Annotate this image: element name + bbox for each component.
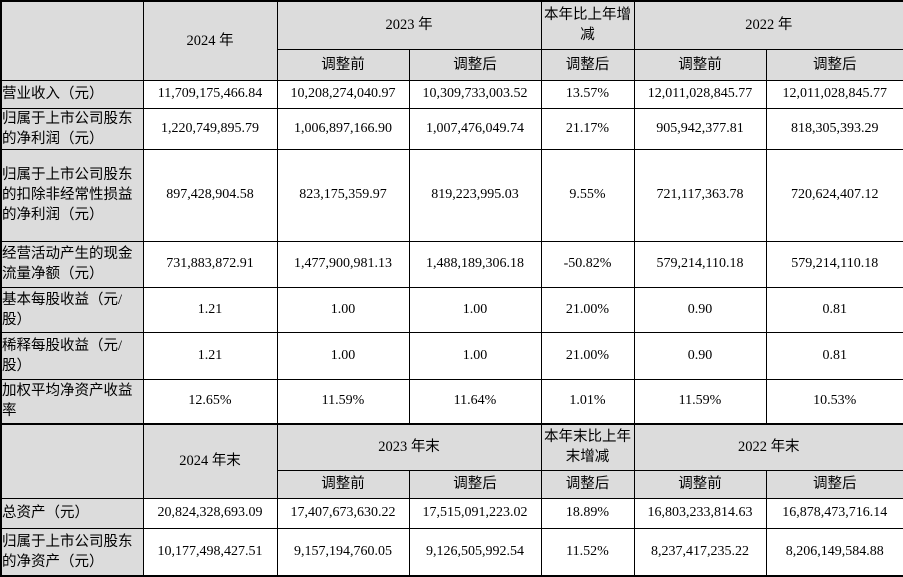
value-cell: 0.81 bbox=[765, 286, 903, 333]
row-label-total-assets: 总资产（元） bbox=[0, 497, 144, 529]
value-cell: 18.89% bbox=[540, 497, 635, 529]
value-cell: 9.55% bbox=[540, 148, 635, 242]
table-row-total-assets: 总资产（元） 20,824,328,693.09 17,407,673,630.… bbox=[0, 497, 903, 529]
header-yoy-change: 本年比上年增减 bbox=[540, 0, 635, 50]
value-cell: 1.21 bbox=[142, 286, 278, 333]
value-cell: 17,407,673,630.22 bbox=[276, 497, 410, 529]
subheader-change-after: 调整后 bbox=[540, 48, 635, 81]
value-cell: 9,157,194,760.05 bbox=[276, 527, 410, 577]
value-cell: 21.17% bbox=[540, 107, 635, 150]
header-year-2024: 2024 年 bbox=[142, 0, 278, 81]
table-row-revenue: 营业收入（元） 11,709,175,466.84 10,208,274,040… bbox=[0, 79, 903, 109]
table-row-operating-cash-flow: 经营活动产生的现金流量净额（元） 731,883,872.91 1,477,90… bbox=[0, 240, 903, 288]
value-cell: -50.82% bbox=[540, 240, 635, 288]
value-cell: 905,942,377.81 bbox=[633, 107, 767, 150]
table-row-diluted-eps: 稀释每股收益（元/股） 1.21 1.00 1.00 21.00% 0.90 0… bbox=[0, 331, 903, 380]
value-cell: 1.00 bbox=[276, 286, 410, 333]
subheader-yearend-2023-after: 调整后 bbox=[408, 469, 542, 499]
value-cell: 1,477,900,981.13 bbox=[276, 240, 410, 288]
value-cell: 11,709,175,466.84 bbox=[142, 79, 278, 109]
value-cell: 1.00 bbox=[408, 286, 542, 333]
header-yearend-2022: 2022 年末 bbox=[633, 423, 903, 471]
value-cell: 11.59% bbox=[633, 378, 767, 425]
value-cell: 819,223,995.03 bbox=[408, 148, 542, 242]
value-cell: 21.00% bbox=[540, 286, 635, 333]
value-cell: 16,803,233,814.63 bbox=[633, 497, 767, 529]
subheader-2023-after: 调整后 bbox=[408, 48, 542, 81]
row-label-operating-cash-flow: 经营活动产生的现金流量净额（元） bbox=[0, 240, 144, 288]
value-cell: 579,214,110.18 bbox=[765, 240, 903, 288]
value-cell: 8,237,417,235.22 bbox=[633, 527, 767, 577]
value-cell: 0.81 bbox=[765, 331, 903, 380]
value-cell: 823,175,359.97 bbox=[276, 148, 410, 242]
value-cell: 1.00 bbox=[408, 331, 542, 380]
value-cell: 818,305,393.29 bbox=[765, 107, 903, 150]
value-cell: 10,309,733,003.52 bbox=[408, 79, 542, 109]
value-cell: 721,117,363.78 bbox=[633, 148, 767, 242]
table-row-weighted-avg-roe: 加权平均净资产收益率 12.65% 11.59% 11.64% 1.01% 11… bbox=[0, 378, 903, 425]
subheader-yearend-change-after: 调整后 bbox=[540, 469, 635, 499]
value-cell: 13.57% bbox=[540, 79, 635, 109]
value-cell: 12.65% bbox=[142, 378, 278, 425]
value-cell: 11.52% bbox=[540, 527, 635, 577]
value-cell: 1,007,476,049.74 bbox=[408, 107, 542, 150]
value-cell: 16,878,473,716.14 bbox=[765, 497, 903, 529]
value-cell: 720,624,407.12 bbox=[765, 148, 903, 242]
row-label-net-profit: 归属于上市公司股东的净利润（元） bbox=[0, 107, 144, 150]
header-yearend-2023: 2023 年末 bbox=[276, 423, 542, 471]
annual-header-row-1: 2024 年 2023 年 本年比上年增减 2022 年 bbox=[0, 0, 903, 81]
header-year-2023: 2023 年 bbox=[276, 0, 542, 50]
value-cell: 10,177,498,427.51 bbox=[142, 527, 278, 577]
corner-cell-2 bbox=[0, 423, 144, 499]
value-cell: 1,220,749,895.79 bbox=[142, 107, 278, 150]
value-cell: 10.53% bbox=[765, 378, 903, 425]
header-year-2022: 2022 年 bbox=[633, 0, 903, 50]
value-cell: 897,428,904.58 bbox=[142, 148, 278, 242]
row-label-basic-eps: 基本每股收益（元/股） bbox=[0, 286, 144, 333]
value-cell: 11.59% bbox=[276, 378, 410, 425]
value-cell: 17,515,091,223.02 bbox=[408, 497, 542, 529]
subheader-2022-before: 调整前 bbox=[633, 48, 767, 81]
value-cell: 579,214,110.18 bbox=[633, 240, 767, 288]
value-cell: 21.00% bbox=[540, 331, 635, 380]
row-label-net-assets: 归属于上市公司股东的净资产（元） bbox=[0, 527, 144, 577]
value-cell: 1.01% bbox=[540, 378, 635, 425]
header-yearend-change: 本年末比上年末增减 bbox=[540, 423, 635, 471]
yearend-header-row-2: 调整前 调整后 调整后 调整前 调整后 bbox=[1, 469, 903, 499]
value-cell: 1,006,897,166.90 bbox=[276, 107, 410, 150]
subheader-yearend-2022-before: 调整前 bbox=[633, 469, 767, 499]
row-label-diluted-eps: 稀释每股收益（元/股） bbox=[0, 331, 144, 380]
value-cell: 12,011,028,845.77 bbox=[765, 79, 903, 109]
value-cell: 12,011,028,845.77 bbox=[633, 79, 767, 109]
table-row-basic-eps: 基本每股收益（元/股） 1.21 1.00 1.00 21.00% 0.90 0… bbox=[0, 286, 903, 333]
value-cell: 731,883,872.91 bbox=[142, 240, 278, 288]
value-cell: 0.90 bbox=[633, 331, 767, 380]
value-cell: 8,206,149,584.88 bbox=[765, 527, 903, 577]
value-cell: 11.64% bbox=[408, 378, 542, 425]
row-label-deducted-net-profit: 归属于上市公司股东的扣除非经常性损益的净利润（元） bbox=[0, 148, 144, 242]
yearend-header-row-1: 2024 年末 2023 年末 本年末比上年末增减 2022 年末 bbox=[0, 423, 903, 499]
header-yearend-2024: 2024 年末 bbox=[142, 423, 278, 499]
subheader-2022-after: 调整后 bbox=[765, 48, 903, 81]
subheader-2023-before: 调整前 bbox=[276, 48, 410, 81]
value-cell: 20,824,328,693.09 bbox=[142, 497, 278, 529]
subheader-yearend-2022-after: 调整后 bbox=[765, 469, 903, 499]
value-cell: 10,208,274,040.97 bbox=[276, 79, 410, 109]
value-cell: 1.21 bbox=[142, 331, 278, 380]
value-cell: 9,126,505,992.54 bbox=[408, 527, 542, 577]
table-row-net-assets: 归属于上市公司股东的净资产（元） 10,177,498,427.51 9,157… bbox=[0, 527, 903, 577]
value-cell: 1.00 bbox=[276, 331, 410, 380]
table-row-net-profit: 归属于上市公司股东的净利润（元） 1,220,749,895.79 1,006,… bbox=[0, 107, 903, 150]
annual-header-row-2: 调整前 调整后 调整后 调整前 调整后 bbox=[1, 48, 903, 81]
value-cell: 0.90 bbox=[633, 286, 767, 333]
corner-cell bbox=[0, 0, 144, 81]
subheader-yearend-2023-before: 调整前 bbox=[276, 469, 410, 499]
table-row-deducted-net-profit: 归属于上市公司股东的扣除非经常性损益的净利润（元） 897,428,904.58… bbox=[0, 148, 903, 242]
row-label-revenue: 营业收入（元） bbox=[0, 79, 144, 109]
value-cell: 1,488,189,306.18 bbox=[408, 240, 542, 288]
row-label-weighted-avg-roe: 加权平均净资产收益率 bbox=[0, 378, 144, 425]
